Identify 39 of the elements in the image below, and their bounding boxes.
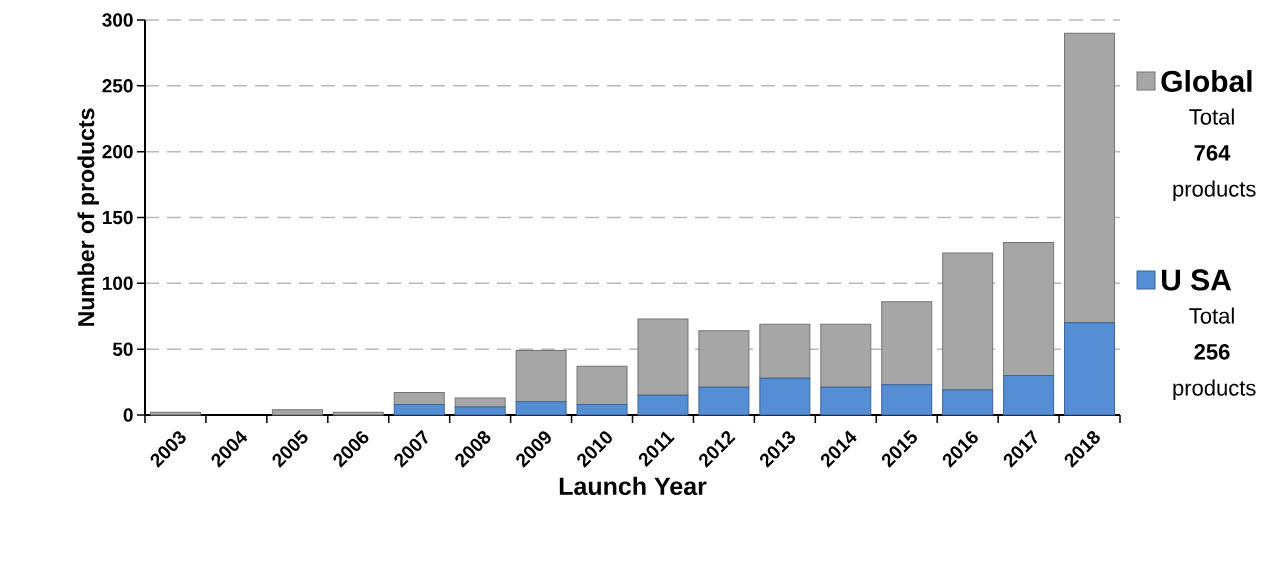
bar	[820, 386, 872, 416]
bar	[942, 252, 994, 391]
bar	[271, 409, 323, 416]
bar	[1003, 242, 1055, 376]
x-axis-title: Launch Year	[559, 476, 707, 496]
text: Total 764 products	[1173, 108, 1256, 202]
legend-label: Global	[1161, 69, 1252, 93]
bar	[637, 394, 689, 416]
bar	[1064, 322, 1116, 416]
bar	[759, 323, 811, 379]
bar	[149, 411, 201, 416]
bar	[576, 365, 628, 405]
bar	[820, 323, 872, 388]
y-tick-label: 50	[112, 342, 133, 356]
bar	[515, 401, 567, 416]
y-tick-label: 0	[123, 408, 133, 422]
y-tick-label: 300	[102, 13, 133, 27]
bar	[1003, 375, 1055, 416]
bar	[637, 318, 689, 396]
bar	[515, 349, 567, 403]
y-tick-label: 250	[102, 79, 133, 93]
bar	[881, 384, 933, 416]
bar	[393, 392, 445, 405]
legend-label: U SA	[1162, 269, 1232, 291]
bar	[698, 330, 750, 388]
bar	[881, 301, 933, 386]
y-tick-label: 200	[102, 144, 133, 159]
text: Total 256 products	[1173, 307, 1256, 401]
y-axis-title: Number of products	[77, 108, 99, 326]
y-tick-label: 100	[102, 276, 133, 291]
bar	[393, 403, 445, 416]
bar	[1064, 32, 1116, 324]
bar	[332, 411, 384, 416]
bar	[454, 406, 506, 416]
y-tick-label: 150	[102, 210, 133, 225]
bar	[759, 377, 811, 416]
bar	[698, 386, 750, 416]
bar	[942, 389, 994, 416]
bar	[576, 403, 628, 416]
